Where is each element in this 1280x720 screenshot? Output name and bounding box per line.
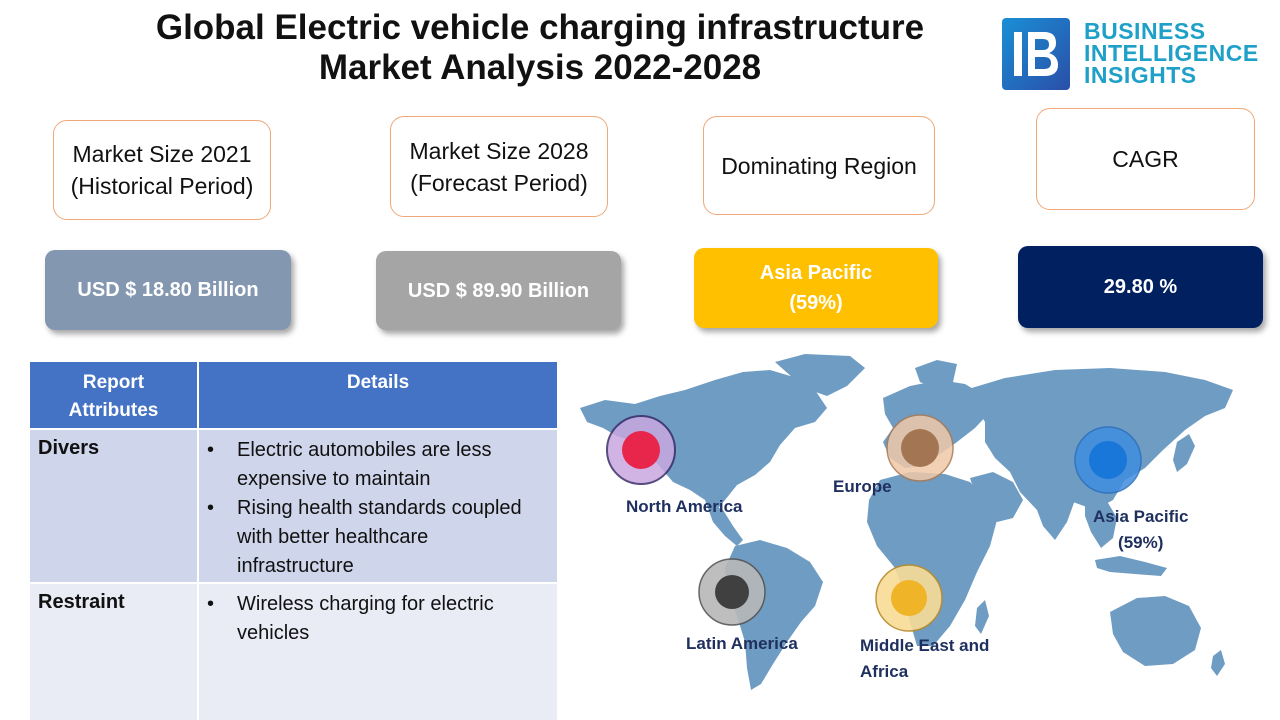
table-header-details: Details xyxy=(199,362,557,428)
label-text: Dominating Region xyxy=(721,152,917,179)
list-item: Electric automobiles are less expensive … xyxy=(207,436,547,494)
page-title: Global Electric vehicle charging infrast… xyxy=(100,8,980,88)
region-marker-middle-east-africa xyxy=(875,564,943,632)
page-title-line2: Market Analysis 2022-2028 xyxy=(318,48,762,87)
label-text: CAGR xyxy=(1112,146,1179,172)
region-label-asia-pacific: Asia Pacific (59%) xyxy=(1093,507,1189,552)
list-item: Rising health standards coupled with bet… xyxy=(207,494,547,581)
label-text: Market Size 2028 (Forecast Period) xyxy=(409,137,589,196)
indonesia-shape xyxy=(1095,556,1167,576)
list-item: Wireless charging for electric vehicles xyxy=(207,590,547,648)
region-label-middle-east-africa: Middle East and Africa xyxy=(860,636,990,681)
japan-shape xyxy=(1173,434,1195,472)
india-shape xyxy=(1035,488,1075,540)
region-marker-europe xyxy=(886,414,954,482)
page-title-line1: Global Electric vehicle charging infrast… xyxy=(155,8,925,47)
table-row-drivers-details: Electric automobiles are less expensive … xyxy=(199,430,557,582)
label-cagr: CAGR xyxy=(1036,108,1255,210)
value-text: Asia Pacific (59%) xyxy=(759,262,873,314)
logo-line3: INSIGHTS xyxy=(1084,62,1197,88)
region-label-latin-america: Latin America xyxy=(686,634,798,653)
southeast-asia-shape xyxy=(1085,498,1117,548)
region-label-europe: Europe xyxy=(833,477,892,496)
australia-shape xyxy=(1110,596,1201,666)
region-marker-asia-pacific xyxy=(1074,426,1142,494)
world-map-graphic xyxy=(580,354,1233,690)
madagascar-shape xyxy=(975,600,989,634)
report-table: Report Attributes Details Divers Electri… xyxy=(30,362,557,720)
greenland-shape xyxy=(775,354,865,396)
new-zealand-shape xyxy=(1211,650,1225,676)
value-market-size-2028: USD $ 89.90 Billion xyxy=(376,251,621,330)
arabia-shape xyxy=(970,472,1023,522)
value-cagr: 29.80 % xyxy=(1018,246,1263,328)
company-logo: BUSINESS INTELLIGENCE INSIGHTS xyxy=(1000,16,1270,92)
table-header-attributes: Report Attributes xyxy=(30,362,197,428)
logo-line2: INTELLIGENCE xyxy=(1084,40,1259,66)
world-map: North America Europe Asia Pacific (59%) … xyxy=(565,350,1280,720)
africa-shape xyxy=(867,472,997,646)
scandinavia-shape xyxy=(915,360,957,388)
value-dominating-region: Asia Pacific (59%) xyxy=(694,248,938,328)
region-marker-north-america xyxy=(606,415,676,485)
north-america-shape xyxy=(580,370,827,512)
value-text: 29.80 % xyxy=(1103,276,1178,298)
region-label-north-america: North America xyxy=(626,497,743,516)
table-row-restraint-attribute: Restraint xyxy=(30,584,197,720)
value-text: USD $ 89.90 Billion xyxy=(407,279,590,302)
label-text: Market Size 2021 (Historical Period) xyxy=(70,141,254,199)
logo-line1: BUSINESS xyxy=(1084,18,1206,44)
central-america-shape xyxy=(705,500,743,546)
region-marker-latin-america xyxy=(698,558,766,626)
table-row-drivers-attribute: Divers xyxy=(30,430,197,582)
bi-logo-icon xyxy=(1002,18,1070,90)
logo-wordmark: BUSINESS INTELLIGENCE INSIGHTS xyxy=(1084,18,1259,88)
value-market-size-2021: USD $ 18.80 Billion xyxy=(45,250,291,330)
label-market-size-2028: Market Size 2028 (Forecast Period) xyxy=(390,116,608,217)
table-row-restraint-details: Wireless charging for electric vehicles xyxy=(199,584,557,720)
value-text: USD $ 18.80 Billion xyxy=(77,279,259,301)
label-market-size-2021: Market Size 2021 (Historical Period) xyxy=(53,120,271,220)
label-dominating-region: Dominating Region xyxy=(703,116,935,215)
